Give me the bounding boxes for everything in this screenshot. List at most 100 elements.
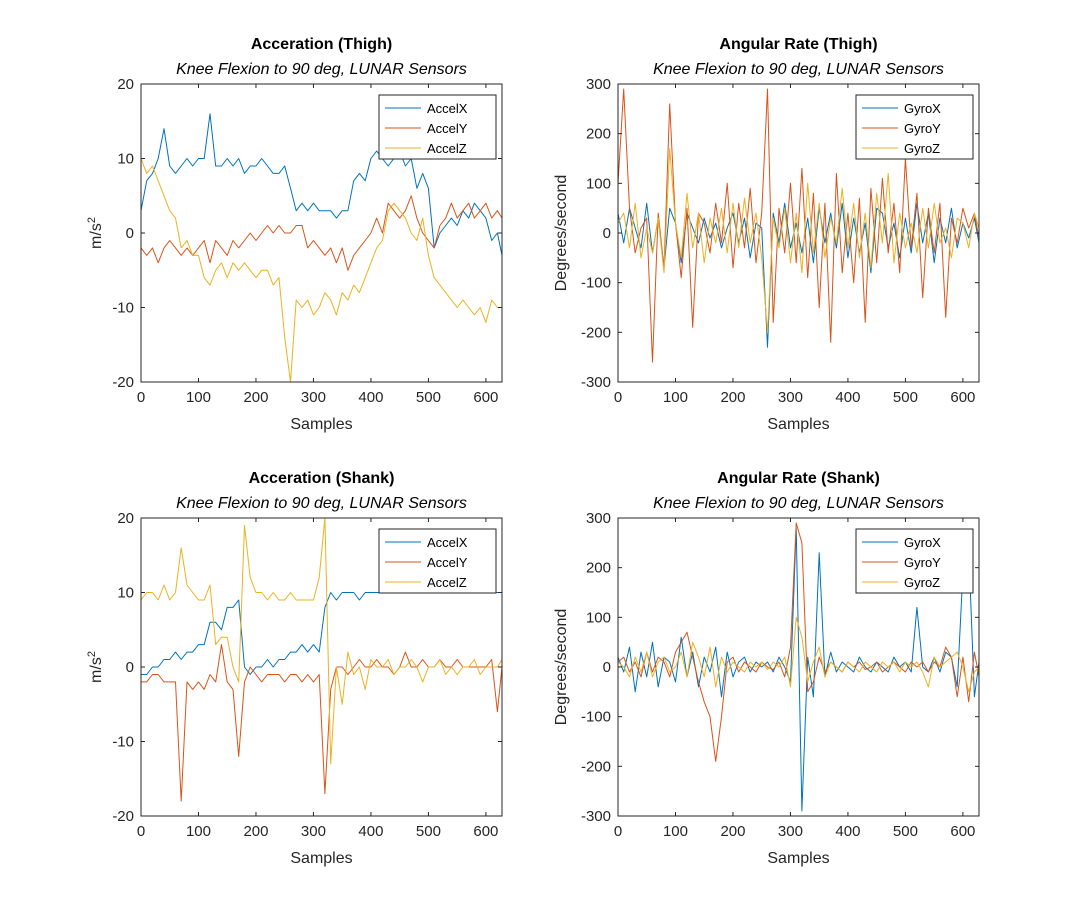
legend-entry-gyroz: GyroZ bbox=[904, 141, 940, 156]
series-line-gyroz bbox=[618, 616, 979, 693]
series-line-accely bbox=[141, 195, 502, 271]
y-tick-label: 300 bbox=[586, 510, 611, 527]
legend-entry-accelz: AccelZ bbox=[427, 575, 467, 590]
y-tick-label: -20 bbox=[112, 808, 134, 825]
series-line-accelx bbox=[141, 592, 502, 675]
series-line-accelz bbox=[141, 158, 502, 382]
legend-entry-accely: AccelY bbox=[427, 121, 468, 136]
y-tick-label: 20 bbox=[117, 510, 134, 527]
chart-title: Acceration (Thigh) bbox=[251, 36, 392, 53]
y-tick-label: -300 bbox=[581, 808, 611, 825]
plot-lines bbox=[141, 113, 502, 382]
legend-entry-gyrox: GyroX bbox=[904, 535, 941, 550]
x-tick-label: 600 bbox=[473, 823, 498, 840]
x-tick-label: 0 bbox=[137, 823, 145, 840]
x-tick-label: 0 bbox=[614, 823, 622, 840]
chart-title: Acceration (Shank) bbox=[249, 470, 395, 487]
x-tick-label: 500 bbox=[893, 823, 918, 840]
y-tick-label: -200 bbox=[581, 324, 611, 341]
legend-entry-gyroy: GyroY bbox=[904, 555, 941, 570]
y-axis-label: m/s2 bbox=[86, 651, 105, 683]
plot-lines bbox=[618, 522, 979, 812]
x-tick-label: 200 bbox=[720, 823, 745, 840]
y-tick-label: -20 bbox=[112, 374, 134, 391]
legend: GyroX GyroY GyroZ bbox=[855, 94, 974, 160]
y-tick-label: -200 bbox=[581, 758, 611, 775]
x-tick-label: 600 bbox=[950, 823, 975, 840]
y-tick-label: 20 bbox=[117, 76, 134, 93]
y-tick-label: 100 bbox=[586, 175, 611, 192]
y-tick-label: -10 bbox=[112, 734, 134, 751]
legend-entry-accely: AccelY bbox=[427, 555, 468, 570]
chart-4: Angular Rate (Shank) Knee Flexion to 90 d… bbox=[553, 470, 980, 867]
x-tick-label: 400 bbox=[835, 823, 860, 840]
y-tick-label: 0 bbox=[603, 225, 611, 242]
chart-subtitle: Knee Flexion to 90 deg, LUNAR Sensors bbox=[653, 61, 944, 78]
chart-title: Angular Rate (Thigh) bbox=[719, 36, 877, 53]
x-tick-label: 300 bbox=[301, 389, 326, 406]
chart-subtitle: Knee Flexion to 90 deg, LUNAR Sensors bbox=[653, 495, 944, 512]
series-line-gyroy bbox=[618, 522, 979, 762]
legend-entry-gyroz: GyroZ bbox=[904, 575, 940, 590]
x-tick-label: 100 bbox=[186, 823, 211, 840]
series-line-gyroy bbox=[618, 88, 979, 363]
x-axis-label: Samples bbox=[767, 850, 829, 867]
x-tick-label: 500 bbox=[416, 823, 441, 840]
y-tick-label: 200 bbox=[586, 126, 611, 143]
y-tick-label: 10 bbox=[117, 585, 134, 602]
x-tick-label: 300 bbox=[778, 389, 803, 406]
x-tick-label: 200 bbox=[720, 389, 745, 406]
legend-entry-accelz: AccelZ bbox=[427, 141, 467, 156]
y-tick-label: 300 bbox=[586, 76, 611, 93]
series-line-accelx bbox=[141, 113, 502, 256]
series-line-accelz bbox=[141, 518, 502, 765]
y-tick-label: 0 bbox=[603, 659, 611, 676]
y-axis-label: m/s2 bbox=[86, 217, 105, 249]
y-tick-label: 100 bbox=[586, 609, 611, 626]
y-tick-label: 10 bbox=[117, 151, 134, 168]
x-tick-label: 600 bbox=[950, 389, 975, 406]
y-axis-label: Degrees/second bbox=[553, 175, 570, 292]
y-tick-label: -10 bbox=[112, 300, 134, 317]
plot-lines bbox=[618, 88, 979, 363]
legend-entry-accelx: AccelX bbox=[427, 535, 468, 550]
chart-subtitle: Knee Flexion to 90 deg, LUNAR Sensors bbox=[176, 61, 467, 78]
x-tick-label: 600 bbox=[473, 389, 498, 406]
legend: AccelX AccelY AccelZ bbox=[378, 528, 497, 594]
y-tick-label: -100 bbox=[581, 709, 611, 726]
series-line-accely bbox=[141, 644, 502, 802]
chart-1: Acceration (Thigh) Knee Flexion to 90 deg… bbox=[86, 36, 503, 433]
y-tick-label: 0 bbox=[126, 225, 134, 242]
series-line-gyroz bbox=[618, 148, 979, 333]
legend-entry-gyroy: GyroY bbox=[904, 121, 941, 136]
x-tick-label: 100 bbox=[663, 389, 688, 406]
x-tick-label: 100 bbox=[186, 389, 211, 406]
chart-2: Angular Rate (Thigh) Knee Flexion to 90 d… bbox=[553, 36, 980, 433]
chart-3: Acceration (Shank) Knee Flexion to 90 deg… bbox=[86, 470, 503, 867]
legend: GyroX GyroY GyroZ bbox=[855, 528, 974, 594]
x-axis-label: Samples bbox=[290, 850, 352, 867]
legend: AccelX AccelY AccelZ bbox=[378, 94, 497, 160]
x-tick-label: 0 bbox=[614, 389, 622, 406]
x-tick-label: 200 bbox=[243, 823, 268, 840]
x-tick-label: 500 bbox=[416, 389, 441, 406]
legend-entry-gyrox: GyroX bbox=[904, 101, 941, 116]
x-tick-label: 0 bbox=[137, 389, 145, 406]
x-tick-label: 300 bbox=[301, 823, 326, 840]
legend-entry-accelx: AccelX bbox=[427, 101, 468, 116]
y-tick-label: 0 bbox=[126, 659, 134, 676]
x-axis-label: Samples bbox=[290, 416, 352, 433]
x-axis-label: Samples bbox=[767, 416, 829, 433]
x-tick-label: 100 bbox=[663, 823, 688, 840]
x-tick-label: 300 bbox=[778, 823, 803, 840]
x-tick-label: 500 bbox=[893, 389, 918, 406]
x-tick-label: 200 bbox=[243, 389, 268, 406]
y-tick-label: -300 bbox=[581, 374, 611, 391]
x-tick-label: 400 bbox=[358, 389, 383, 406]
y-tick-label: -100 bbox=[581, 275, 611, 292]
x-tick-label: 400 bbox=[358, 823, 383, 840]
y-axis-label: Degrees/second bbox=[553, 609, 570, 726]
chart-subtitle: Knee Flexion to 90 deg, LUNAR Sensors bbox=[176, 495, 467, 512]
y-tick-label: 200 bbox=[586, 560, 611, 577]
